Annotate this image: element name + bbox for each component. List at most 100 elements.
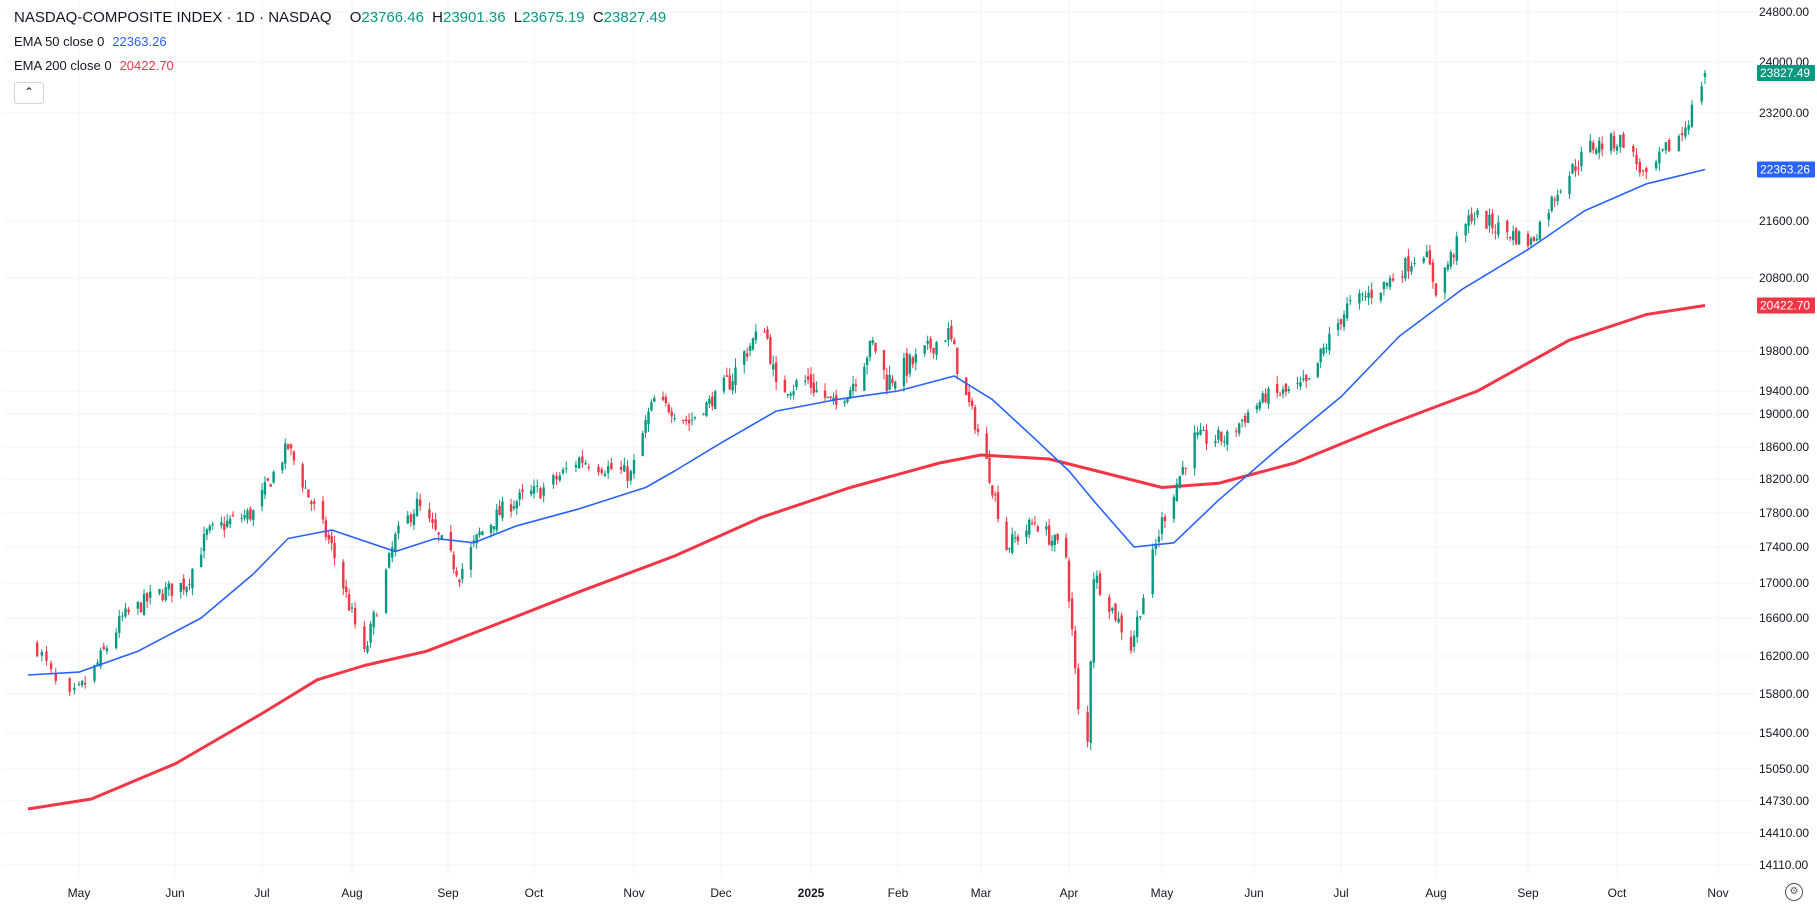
candle-down <box>1434 283 1438 296</box>
candle-up <box>472 540 475 543</box>
candle-up <box>495 509 498 531</box>
price-tick-label: 15800.00 <box>1759 687 1809 701</box>
candle-up <box>944 340 947 342</box>
candle-down <box>1494 231 1497 233</box>
candle-down <box>437 532 440 535</box>
candle-down <box>1205 429 1208 444</box>
legend-ema50-row[interactable]: EMA 50 close 0 22363.26 <box>14 30 666 54</box>
candle-up <box>1217 429 1220 440</box>
chart-legend: NASDAQ-COMPOSITE INDEX · 1D · NASDAQ O23… <box>14 6 666 104</box>
candle-down <box>769 337 772 364</box>
chart-grid <box>4 0 1755 876</box>
candle-up <box>96 662 99 666</box>
candle-down <box>455 570 458 576</box>
candle-down <box>1047 525 1051 545</box>
chevron-up-icon: ⌃ <box>23 85 35 99</box>
candle-up <box>1258 402 1261 409</box>
candle-up <box>1361 294 1364 296</box>
candle-down <box>1278 394 1282 396</box>
candle-up <box>1467 215 1470 226</box>
candle-up <box>529 490 533 495</box>
candle-up <box>80 681 84 686</box>
candle-up <box>1196 432 1199 436</box>
candle-down <box>1234 430 1238 432</box>
candle-up <box>1517 231 1521 245</box>
candle-down <box>745 353 749 357</box>
candle-up <box>1556 194 1559 202</box>
candle-up <box>923 345 926 354</box>
candle-down <box>1428 250 1432 265</box>
candle-up <box>1476 210 1479 216</box>
candle-up <box>1136 616 1139 638</box>
time-axis[interactable]: May Jun Jul Aug Sep Oct Nov Dec 2025 Feb Mar Apr May… <box>68 886 1729 900</box>
candle-up <box>1322 347 1325 354</box>
candle-up <box>743 351 746 365</box>
candle-down <box>1056 534 1059 541</box>
candle-down <box>249 508 252 520</box>
candle-up <box>1529 238 1533 245</box>
candle-down <box>988 457 991 483</box>
candle-up <box>1700 86 1703 102</box>
time-tick-label: Jun <box>1244 886 1263 900</box>
candle-down <box>1667 140 1671 152</box>
candle-down <box>581 456 584 463</box>
candle-up <box>558 475 562 481</box>
candle-down <box>1033 522 1037 524</box>
price-tick-label: 15050.00 <box>1759 762 1809 776</box>
candle-down <box>891 378 894 384</box>
candle-up <box>93 665 96 681</box>
candle-down <box>449 532 453 551</box>
candle-up <box>1455 236 1458 261</box>
candle-up <box>815 389 818 392</box>
time-tick-label: May <box>1151 886 1174 900</box>
candle-up <box>260 490 264 507</box>
candle-down <box>1508 236 1512 239</box>
symbol-title[interactable]: NASDAQ-COMPOSITE INDEX · 1D · NASDAQ <box>14 9 332 26</box>
candle-down <box>1532 236 1536 241</box>
candle-up <box>851 383 855 392</box>
candle-up <box>1053 535 1057 546</box>
candle-down <box>600 469 603 474</box>
price-tick-label: 23200.00 <box>1759 106 1809 120</box>
candle-up <box>1388 278 1392 288</box>
price-tick-label: 14410.00 <box>1759 826 1809 840</box>
candle-down <box>307 489 310 498</box>
candle-up <box>475 534 478 544</box>
candle-up <box>369 623 372 643</box>
candle-up <box>574 465 578 468</box>
candle-down <box>1470 213 1473 222</box>
candle-up <box>1619 134 1622 148</box>
candle-down <box>409 514 413 523</box>
time-tick-label: Feb <box>888 886 909 900</box>
candle-up <box>1609 133 1613 152</box>
candle-down <box>725 375 729 377</box>
candle-up <box>1345 303 1349 319</box>
candle-up <box>243 515 246 519</box>
candle-up <box>272 471 275 483</box>
candle-up <box>124 608 127 617</box>
time-tick-label: Nov <box>1707 886 1728 900</box>
legend-collapse-button[interactable]: ⌃ <box>14 82 44 104</box>
time-tick-label: Mar <box>971 886 992 900</box>
candle-up <box>1199 429 1202 435</box>
price-tick-label: 14730.00 <box>1759 794 1809 808</box>
candle-up <box>1142 597 1145 615</box>
candle-up <box>584 462 587 465</box>
legend-ema200-row[interactable]: EMA 200 close 0 20422.70 <box>14 54 666 78</box>
candle-down <box>854 384 858 387</box>
candle-down <box>498 506 501 516</box>
candle-up <box>603 473 607 476</box>
candle-down <box>54 673 57 681</box>
candle-up <box>647 411 650 425</box>
price-tick-label: 15400.00 <box>1759 726 1809 740</box>
candle-down <box>1243 415 1247 423</box>
time-tick-label: Sep <box>1517 886 1539 900</box>
price-axis[interactable]: 24800.0024000.0023200.0021600.0020800.00… <box>1759 5 1809 872</box>
candle-down <box>1264 393 1267 403</box>
candle-up <box>105 648 109 652</box>
candle-up <box>220 522 223 526</box>
candle-down <box>1632 145 1635 152</box>
chart-settings-button[interactable]: ⚙ <box>1785 883 1803 901</box>
candle-down <box>874 342 877 352</box>
